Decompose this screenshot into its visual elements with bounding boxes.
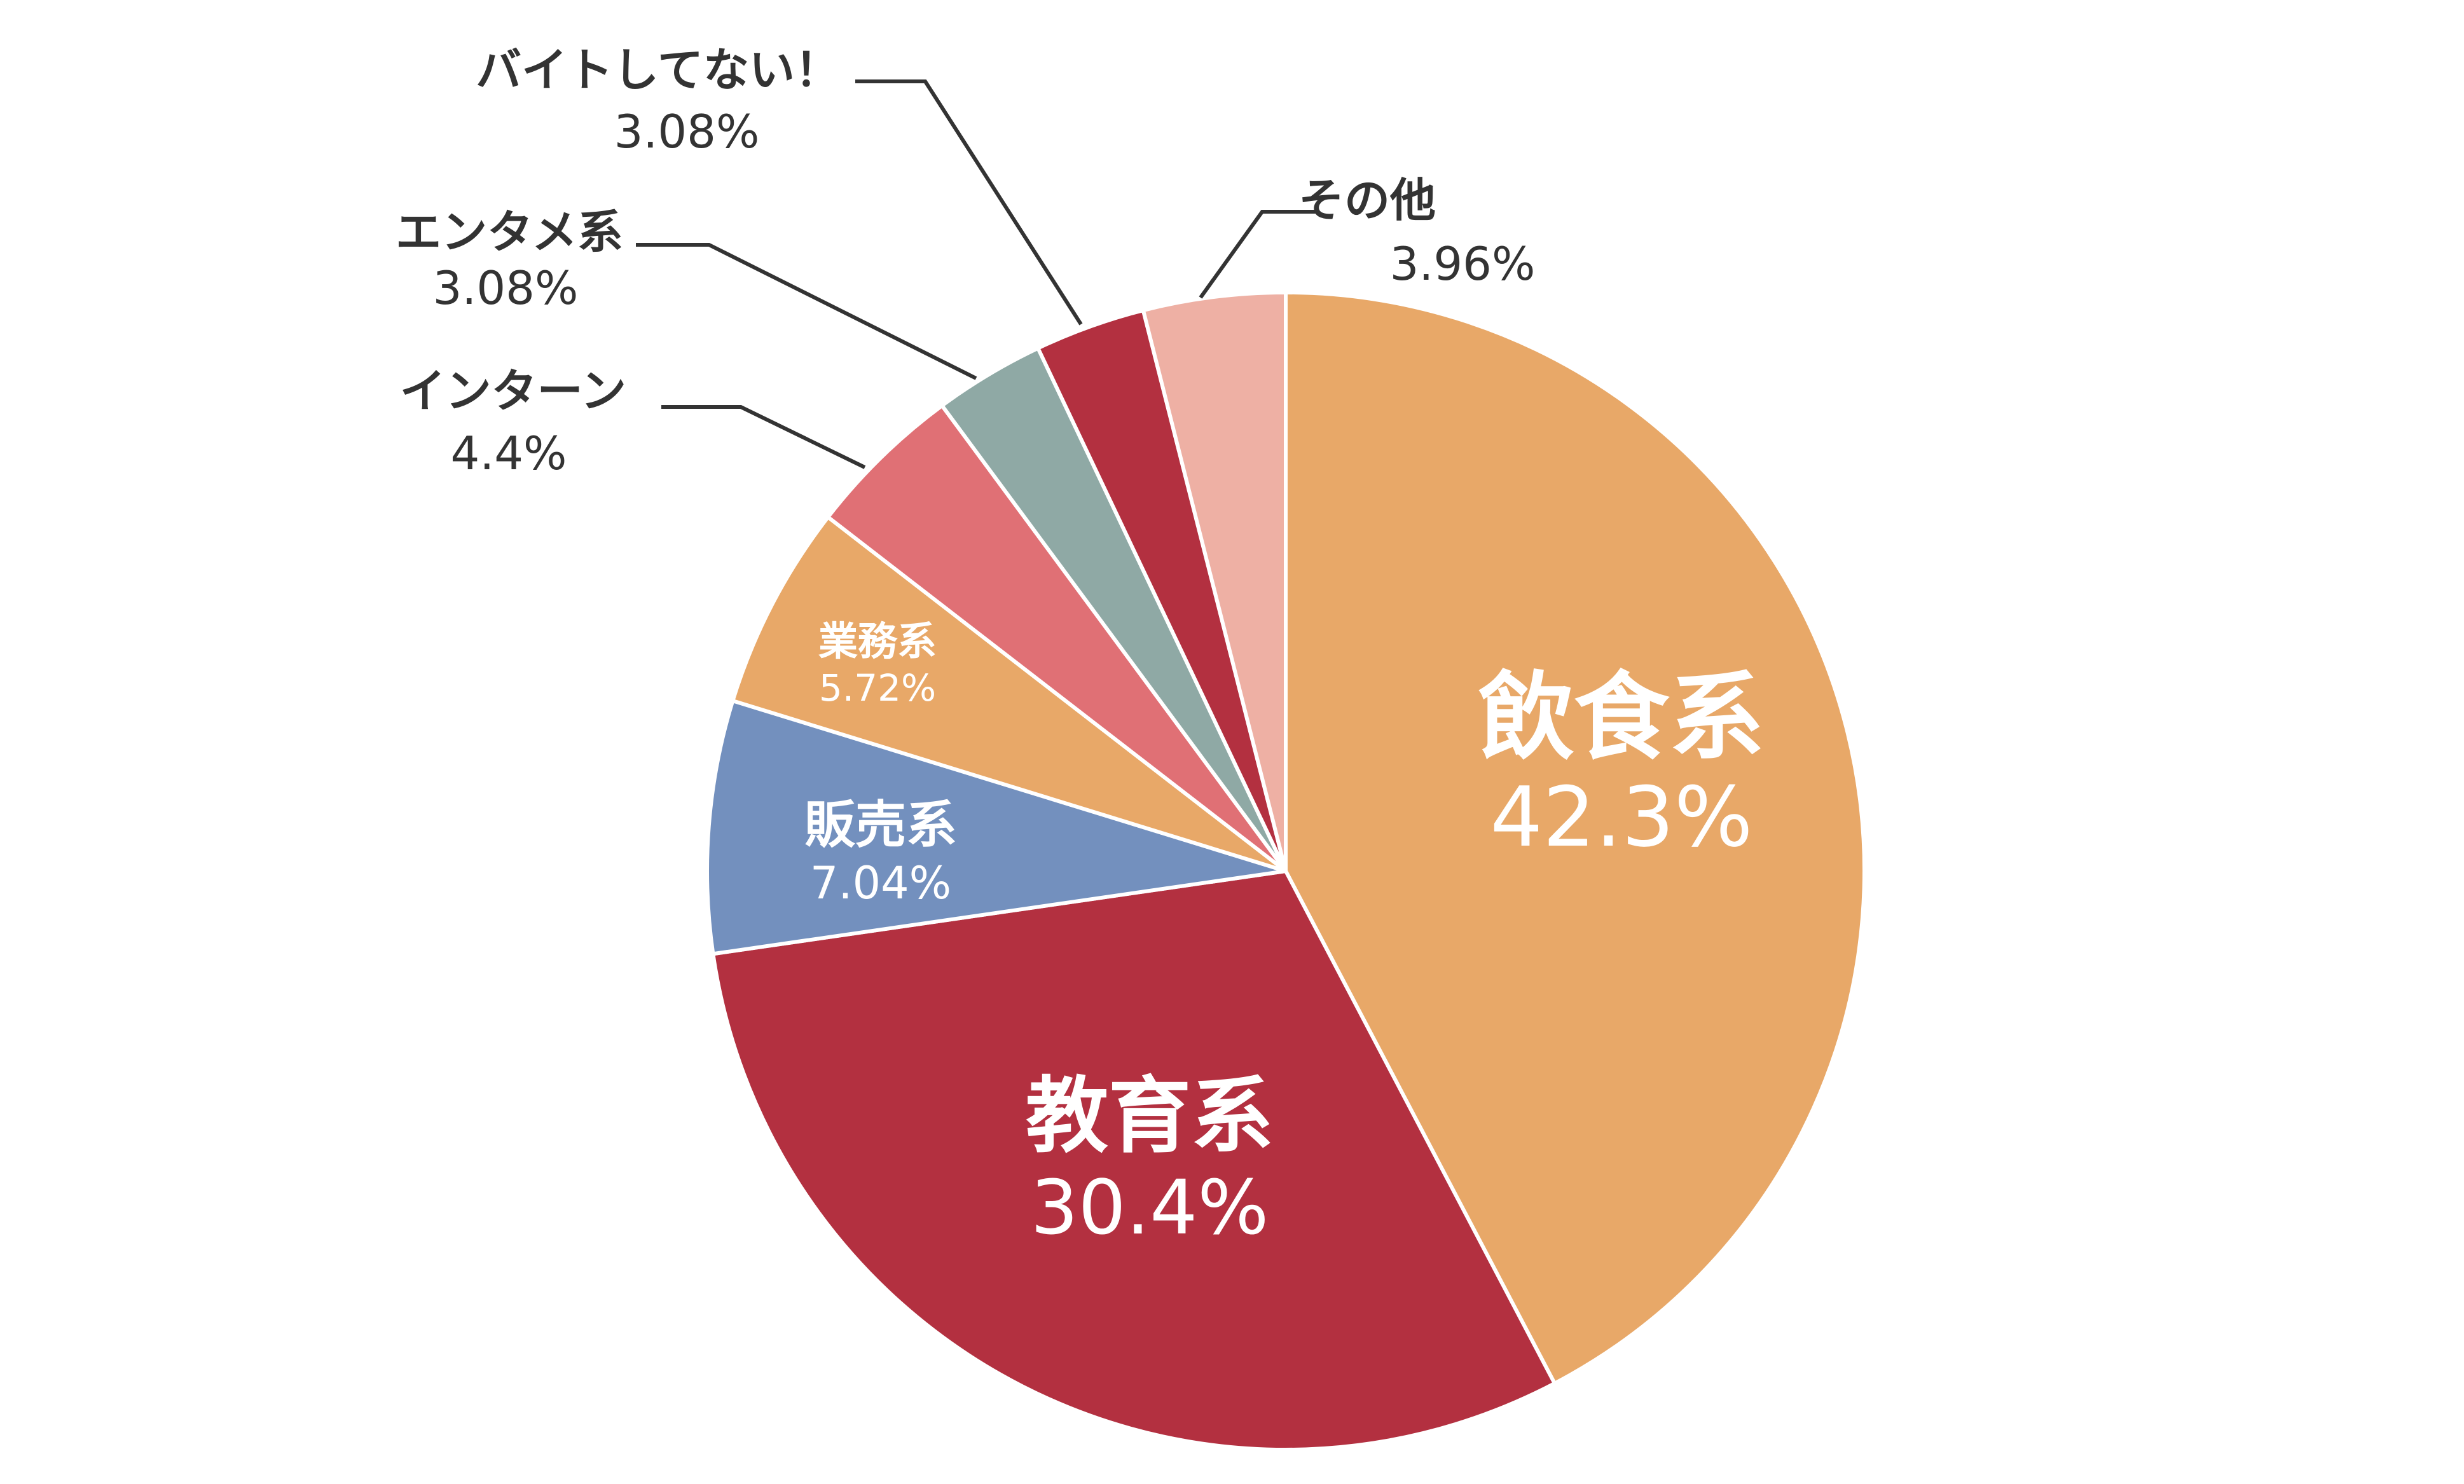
pie-slices xyxy=(705,291,1866,1452)
slice-label-name: その他 xyxy=(1298,174,1436,227)
pie-slice xyxy=(711,869,1557,1452)
pie-slice xyxy=(1284,291,1866,1385)
slice-label-value: 5.72% xyxy=(819,666,936,710)
pie-slice xyxy=(1141,291,1288,873)
leader-lines xyxy=(636,79,1316,469)
slice-label-name: 飲食系 xyxy=(1478,663,1765,773)
slice-label-name: 教育系 xyxy=(1026,1068,1274,1164)
slice-label-value: 7.04% xyxy=(810,857,951,909)
slice-label-name: インターン xyxy=(400,364,626,418)
slice-label-name: バイトしてない！ xyxy=(476,43,841,97)
pie-slice xyxy=(731,515,1288,873)
slice-label-value: 3.08% xyxy=(614,105,760,158)
slice-label-value: 3.08% xyxy=(433,261,579,315)
slice-label-value: 4.4% xyxy=(451,427,567,480)
slice-label-name: 業務系 xyxy=(818,618,937,664)
leader-line xyxy=(1199,210,1316,299)
leader-line xyxy=(661,405,866,469)
slice-label-value: 42.3% xyxy=(1490,769,1753,865)
pie-slice xyxy=(705,699,1288,956)
leader-line xyxy=(636,243,977,380)
slice-label-name: 販売系 xyxy=(804,795,957,855)
slice-label-name: エンタメ系 xyxy=(396,205,623,259)
slice-label-value: 30.4% xyxy=(1031,1164,1269,1251)
slice-label-value: 3.96% xyxy=(1390,237,1536,291)
pie-slice xyxy=(826,403,1288,873)
leader-line xyxy=(855,79,1083,326)
